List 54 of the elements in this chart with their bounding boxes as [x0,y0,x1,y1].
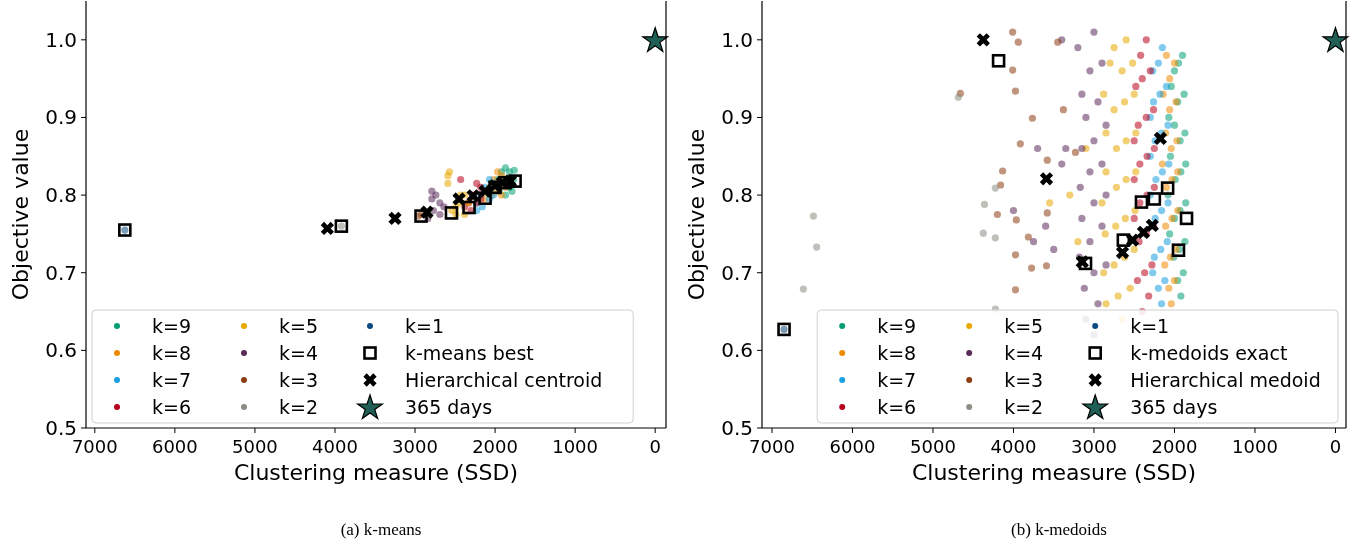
x-tick-label: 6000 [829,436,876,457]
legend-label: k=7 [152,369,192,391]
legend-label: Hierarchical centroid [405,369,603,391]
x-tick-label: 4000 [312,436,358,457]
legend-label: k=6 [877,396,917,418]
legend-label: k=2 [1004,396,1044,418]
legend-label: k=5 [279,315,319,337]
legend-label: k=8 [152,342,192,364]
legend-label: k=1 [405,315,445,337]
legend-label: k=7 [877,369,917,391]
x-tick-label: 2000 [1151,436,1198,457]
y-axis-title: Objective value [8,128,33,301]
y-tick-label: 0.7 [45,260,77,285]
legend-label: Hierarchical medoid [1130,369,1321,391]
y-tick-label: 0.8 [721,183,753,208]
y-tick-label: 0.6 [721,338,753,363]
y-tick-label: 1.0 [45,27,77,52]
y-tick-label: 0.6 [45,338,77,363]
y-tick-label: 0.8 [45,183,77,208]
x-tick-label: 5000 [232,436,278,457]
legend-label: k=3 [279,369,319,391]
legend-label: k=9 [877,315,917,337]
legend-label: 365 days [1130,396,1218,418]
legend-label: k-means best [405,342,534,364]
legend-label: k=1 [1130,315,1170,337]
x-tick-label: 5000 [910,436,956,457]
x-tick-label: 6000 [151,436,198,457]
legend-label: k=3 [1004,369,1044,391]
x-tick-label: 4000 [990,436,1037,457]
x-tick-label: 1000 [1232,436,1278,457]
y-tick-label: 0.9 [721,105,753,130]
legend-label: k=5 [1004,315,1044,337]
legend-label: k=2 [279,396,319,418]
x-tick-label: 0 [1329,436,1342,457]
legend-label: k=8 [877,342,917,364]
y-tick-label: 0.9 [45,105,77,130]
x-tick-label: 2000 [472,436,518,457]
legend-label: k=6 [152,396,192,418]
legend-label: k=9 [152,315,192,337]
legend-label: k=4 [279,342,319,364]
x-axis-title: Clustering measure (SSD) [911,460,1197,485]
x-tick-label: 0 [649,436,661,457]
legend-label: 365 days [405,396,493,418]
x-tick-label: 1000 [552,436,599,457]
x-tick-label: 3000 [1071,436,1117,457]
legend-label: k=4 [1004,342,1044,364]
y-tick-label: 1.0 [721,27,753,52]
x-axis-title: Clustering measure (SSD) [233,460,519,485]
y-tick-label: 0.7 [721,260,753,285]
y-axis-title: Objective value [684,128,709,301]
x-tick-label: 3000 [392,436,438,457]
text: (a) k-means [340,520,422,539]
text: (b) k-medoids [1011,520,1107,539]
legend-label: k-medoids exact [1130,342,1288,364]
